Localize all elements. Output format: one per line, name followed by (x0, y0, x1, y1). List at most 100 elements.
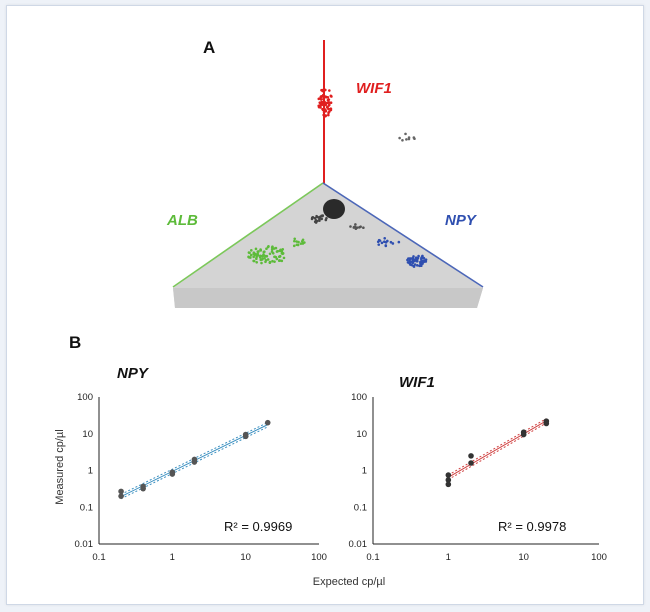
droplet (263, 254, 267, 258)
x-tick-label: 0.1 (366, 552, 379, 563)
droplet (321, 93, 325, 97)
droplet (319, 98, 323, 101)
droplet (322, 88, 325, 92)
droplet (255, 257, 258, 261)
droplet (295, 243, 299, 247)
droplet (255, 261, 258, 264)
npy-chart-title: NPY (117, 365, 150, 382)
data-point (445, 472, 452, 478)
droplet (252, 259, 256, 263)
droplet (264, 260, 267, 264)
data-point (191, 459, 198, 465)
droplet (301, 238, 305, 242)
droplet (398, 136, 401, 140)
droplet (273, 255, 276, 259)
droplet (262, 253, 265, 256)
negative-droplets (323, 199, 345, 219)
wif1-standard-curve: WIF1 R² = 0.9978 100 10 1 0.1 0.01 0.1 1 10 100 (349, 374, 607, 563)
y-axis-title: Measured cp/µl (54, 429, 66, 504)
y-tick-label: 10 (356, 429, 367, 440)
alb-axis (172, 182, 324, 288)
droplet (319, 102, 322, 105)
data-point (264, 419, 271, 426)
droplet (420, 256, 423, 260)
droplet (257, 250, 260, 253)
droplet (322, 97, 325, 101)
droplet (281, 252, 285, 255)
data-point (118, 493, 124, 499)
droplet (259, 254, 262, 258)
droplet (380, 241, 384, 245)
droplet (265, 247, 268, 251)
droplet (266, 258, 270, 261)
alb-trail (292, 237, 306, 248)
droplet (401, 138, 404, 142)
droplet (275, 250, 279, 253)
data-point (140, 485, 146, 492)
y-tick-label: 10 (82, 429, 93, 440)
negative-spread (310, 214, 328, 224)
droplet (272, 247, 276, 250)
figure-canvas: A WIF1 ALB NPY B NPY R² = 0.9969 1001010… (54, 38, 607, 588)
droplet (249, 256, 252, 259)
droplet (270, 246, 274, 249)
droplet (328, 89, 331, 92)
droplet-clusters (247, 88, 428, 268)
droplet (327, 113, 330, 117)
droplet (282, 256, 286, 260)
droplet (271, 259, 274, 263)
droplet (384, 244, 388, 247)
droplet (412, 136, 416, 139)
npy-axis (322, 182, 484, 288)
droplet (324, 218, 328, 222)
x-tick-label: 10 (240, 552, 251, 563)
droplet (299, 242, 303, 245)
droplet (424, 258, 428, 262)
droplet (263, 250, 266, 253)
alb-cluster (247, 245, 286, 265)
droplet (259, 249, 263, 252)
droplet (319, 95, 323, 98)
droplet (362, 226, 365, 230)
droplet (383, 236, 387, 240)
droplet (268, 260, 272, 264)
negative-cluster (323, 199, 345, 219)
y-tick-label: 0.01 (349, 539, 368, 550)
droplet (407, 137, 411, 141)
droplet (419, 264, 423, 267)
droplet (270, 248, 274, 251)
droplet (327, 104, 331, 107)
droplet (389, 240, 393, 244)
droplet (263, 256, 266, 260)
droplet (293, 239, 296, 243)
droplet (406, 258, 409, 262)
droplet (317, 104, 321, 108)
droplet (417, 254, 420, 258)
droplet (323, 101, 327, 104)
droplet (303, 241, 306, 244)
droplet (317, 215, 321, 219)
droplet (252, 255, 255, 259)
droplet (322, 111, 326, 114)
data-point (169, 471, 176, 477)
data-point (118, 488, 124, 495)
npy-r2-annotation: R² = 0.9969 (224, 519, 292, 534)
droplet (412, 255, 415, 258)
droplet (271, 251, 275, 255)
x-tick-label: 1 (446, 552, 451, 563)
droplet (421, 262, 424, 265)
droplet (327, 98, 331, 101)
panel-b-label: B (69, 333, 81, 352)
y-tick-label: 0.1 (80, 502, 93, 513)
droplet (422, 256, 426, 260)
data-point (543, 420, 550, 427)
droplet (354, 223, 357, 226)
droplet (321, 214, 324, 218)
droplet (404, 132, 407, 136)
droplet (320, 88, 323, 92)
npy-standard-curve: NPY R² = 0.9969 100 10 1 0.1 0.01 0.1 1 10 100 (75, 365, 327, 563)
droplet (359, 225, 362, 228)
droplet (413, 263, 417, 266)
panel-a-label: A (203, 38, 215, 57)
droplet (252, 252, 255, 256)
